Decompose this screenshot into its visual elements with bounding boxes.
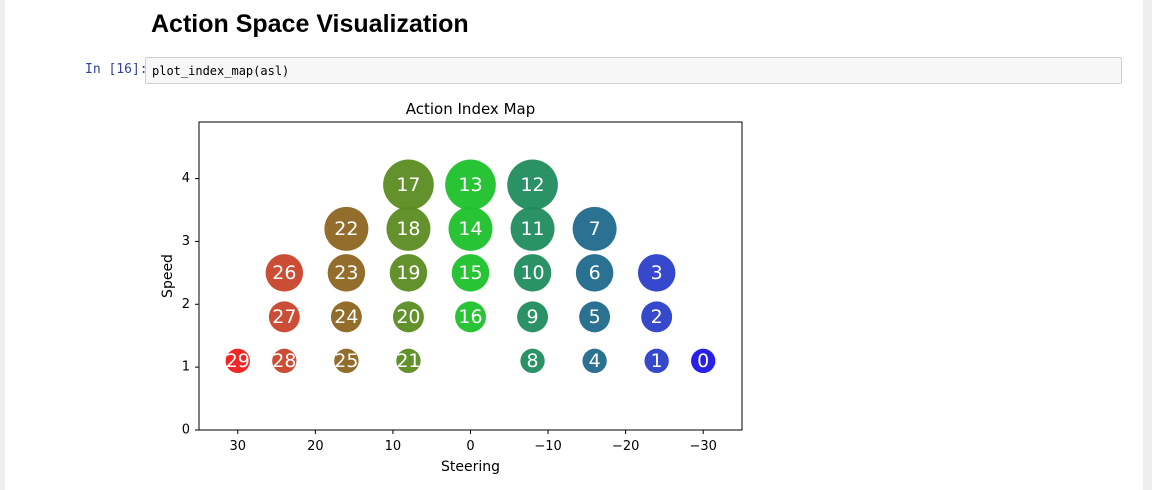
- code-cell[interactable]: plot_index_map(asl): [145, 57, 1122, 84]
- data-point-label: 2: [651, 306, 663, 328]
- data-point-label: 1: [651, 350, 663, 372]
- data-point-label: 9: [527, 306, 539, 328]
- data-point-label: 24: [334, 306, 358, 328]
- data-point: [579, 301, 611, 333]
- data-point: [334, 348, 359, 374]
- data-point: [392, 301, 424, 333]
- data-point-label: 7: [589, 218, 601, 240]
- data-point-label: 17: [396, 174, 420, 196]
- data-point-label: 4: [589, 350, 601, 372]
- data-point-label: 16: [458, 306, 482, 328]
- data-point-label: 6: [589, 262, 601, 284]
- data-point: [572, 206, 617, 251]
- page-scrollbar[interactable]: [1143, 0, 1152, 490]
- x-tick-label: 30: [230, 439, 247, 454]
- data-point: [268, 301, 300, 333]
- data-point: [383, 159, 434, 211]
- data-point: [389, 254, 428, 292]
- data-point-label: 13: [458, 174, 482, 196]
- data-point: [327, 254, 366, 292]
- code-text[interactable]: plot_index_map(asl): [152, 64, 290, 78]
- data-point: [644, 348, 669, 374]
- data-point-label: 23: [334, 262, 358, 284]
- data-point: [225, 348, 250, 374]
- data-point: [455, 301, 486, 333]
- data-point-label: 12: [520, 174, 544, 196]
- data-point: [520, 348, 545, 374]
- data-point-label: 21: [396, 350, 420, 372]
- data-point-label: 28: [272, 350, 296, 372]
- data-point: [330, 301, 362, 333]
- data-point-label: 22: [334, 218, 358, 240]
- data-point: [517, 301, 549, 333]
- chart-title: Action Index Map: [406, 100, 535, 118]
- data-point-label: 3: [651, 262, 663, 284]
- y-tick-label: 0: [182, 423, 190, 438]
- x-axis-label: Steering: [441, 459, 500, 475]
- data-point: [575, 254, 614, 292]
- data-point-label: 18: [396, 218, 420, 240]
- x-tick-label: −10: [534, 439, 561, 454]
- y-tick-label: 1: [182, 360, 190, 375]
- data-point-label: 19: [396, 262, 420, 284]
- data-point-label: 8: [527, 350, 539, 372]
- data-point-label: 20: [396, 306, 420, 328]
- data-point: [641, 301, 673, 333]
- x-tick-label: −30: [689, 439, 716, 454]
- x-tick-label: 0: [466, 439, 474, 454]
- data-point: [691, 348, 716, 374]
- data-point: [324, 206, 369, 251]
- data-point: [396, 348, 421, 374]
- data-point-label: 14: [458, 218, 482, 240]
- y-axis-label: Speed: [160, 254, 176, 298]
- data-point-label: 25: [334, 350, 358, 372]
- data-point: [386, 206, 431, 251]
- data-point: [513, 254, 552, 292]
- cell-prompt: In [16]:: [85, 62, 148, 77]
- x-tick-label: 10: [385, 439, 402, 454]
- data-point-label: 29: [226, 350, 250, 372]
- section-heading: Action Space Visualization: [151, 10, 469, 38]
- data-point: [582, 348, 607, 374]
- data-point: [448, 206, 493, 251]
- data-point-label: 26: [272, 262, 296, 284]
- data-point-label: 15: [458, 262, 482, 284]
- y-tick-label: 3: [182, 234, 190, 249]
- data-point: [637, 254, 676, 292]
- data-point: [445, 159, 496, 211]
- data-point-label: 27: [272, 306, 296, 328]
- data-point-label: 11: [520, 218, 544, 240]
- notebook-page: Action Space Visualization In [16]: plot…: [5, 0, 1143, 490]
- y-tick-label: 4: [182, 171, 190, 186]
- data-point-label: 0: [697, 350, 709, 372]
- data-point: [272, 348, 297, 374]
- x-tick-label: −20: [612, 439, 639, 454]
- data-point: [265, 254, 304, 292]
- data-point-label: 5: [589, 306, 601, 328]
- data-point-label: 10: [520, 262, 544, 284]
- y-tick-label: 2: [182, 297, 190, 312]
- data-point: [507, 159, 558, 211]
- x-tick-label: 20: [307, 439, 324, 454]
- data-point: [510, 206, 555, 251]
- data-point: [451, 254, 490, 292]
